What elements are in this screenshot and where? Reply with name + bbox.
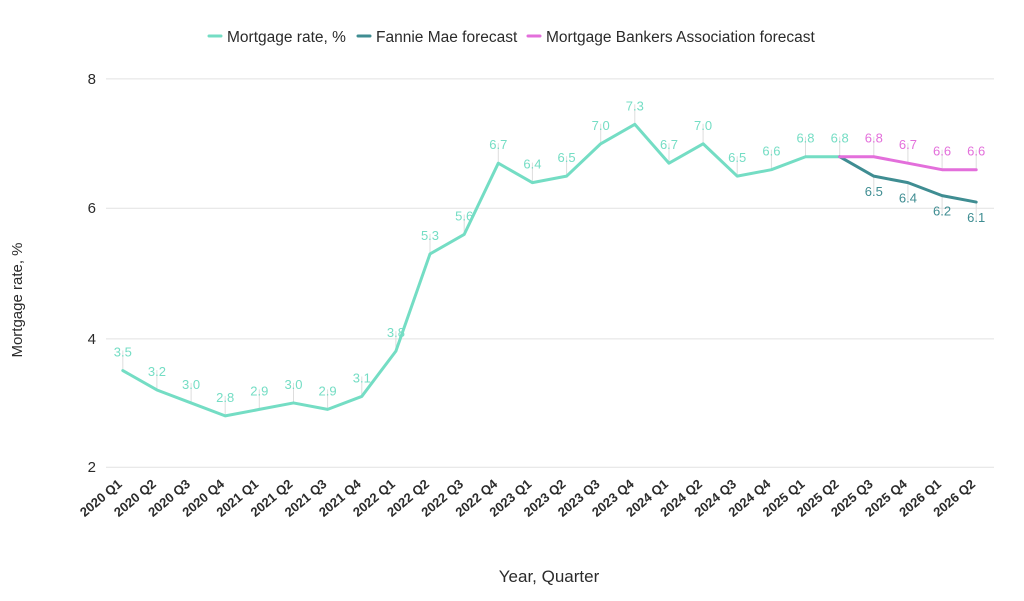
svg-text:6.6: 6.6	[933, 144, 951, 159]
svg-text:7.3: 7.3	[626, 98, 644, 113]
svg-text:6.4: 6.4	[899, 191, 917, 206]
svg-text:5.3: 5.3	[421, 228, 439, 243]
svg-text:6.8: 6.8	[831, 131, 849, 146]
svg-text:6.5: 6.5	[728, 150, 746, 165]
svg-text:5.6: 5.6	[455, 209, 473, 224]
svg-text:3.1: 3.1	[353, 371, 371, 386]
svg-text:4: 4	[88, 331, 96, 348]
svg-text:6: 6	[88, 200, 96, 217]
svg-text:6.5: 6.5	[558, 150, 576, 165]
svg-text:6.8: 6.8	[796, 131, 814, 146]
svg-text:7.0: 7.0	[592, 118, 610, 133]
svg-text:Year, Quarter: Year, Quarter	[499, 567, 600, 586]
svg-text:6.8: 6.8	[865, 131, 883, 146]
svg-text:6.7: 6.7	[489, 137, 507, 152]
svg-text:6.6: 6.6	[762, 144, 780, 159]
svg-text:6.5: 6.5	[865, 184, 883, 199]
svg-text:2.9: 2.9	[250, 383, 268, 398]
svg-text:8: 8	[88, 71, 96, 88]
svg-text:3.5: 3.5	[114, 345, 132, 360]
svg-text:6.6: 6.6	[967, 144, 985, 159]
svg-text:3.0: 3.0	[182, 377, 200, 392]
svg-text:6.7: 6.7	[899, 137, 917, 152]
svg-text:6.7: 6.7	[660, 137, 678, 152]
svg-text:2.8: 2.8	[216, 390, 234, 405]
svg-text:Fannie Mae forecast: Fannie Mae forecast	[376, 29, 518, 46]
svg-text:Mortgage Bankers Association f: Mortgage Bankers Association forecast	[546, 29, 815, 46]
svg-text:2.9: 2.9	[319, 383, 337, 398]
svg-text:3.2: 3.2	[148, 364, 166, 379]
svg-text:3.8: 3.8	[387, 325, 405, 340]
svg-text:6.1: 6.1	[967, 210, 985, 225]
svg-text:6.2: 6.2	[933, 204, 951, 219]
svg-text:Mortgage rate, %: Mortgage rate, %	[227, 29, 346, 46]
svg-text:6.4: 6.4	[523, 157, 541, 172]
svg-text:3.0: 3.0	[284, 377, 302, 392]
svg-text:2: 2	[88, 459, 96, 476]
svg-text:Mortgage rate, %: Mortgage rate, %	[9, 242, 26, 357]
svg-text:7.0: 7.0	[694, 118, 712, 133]
